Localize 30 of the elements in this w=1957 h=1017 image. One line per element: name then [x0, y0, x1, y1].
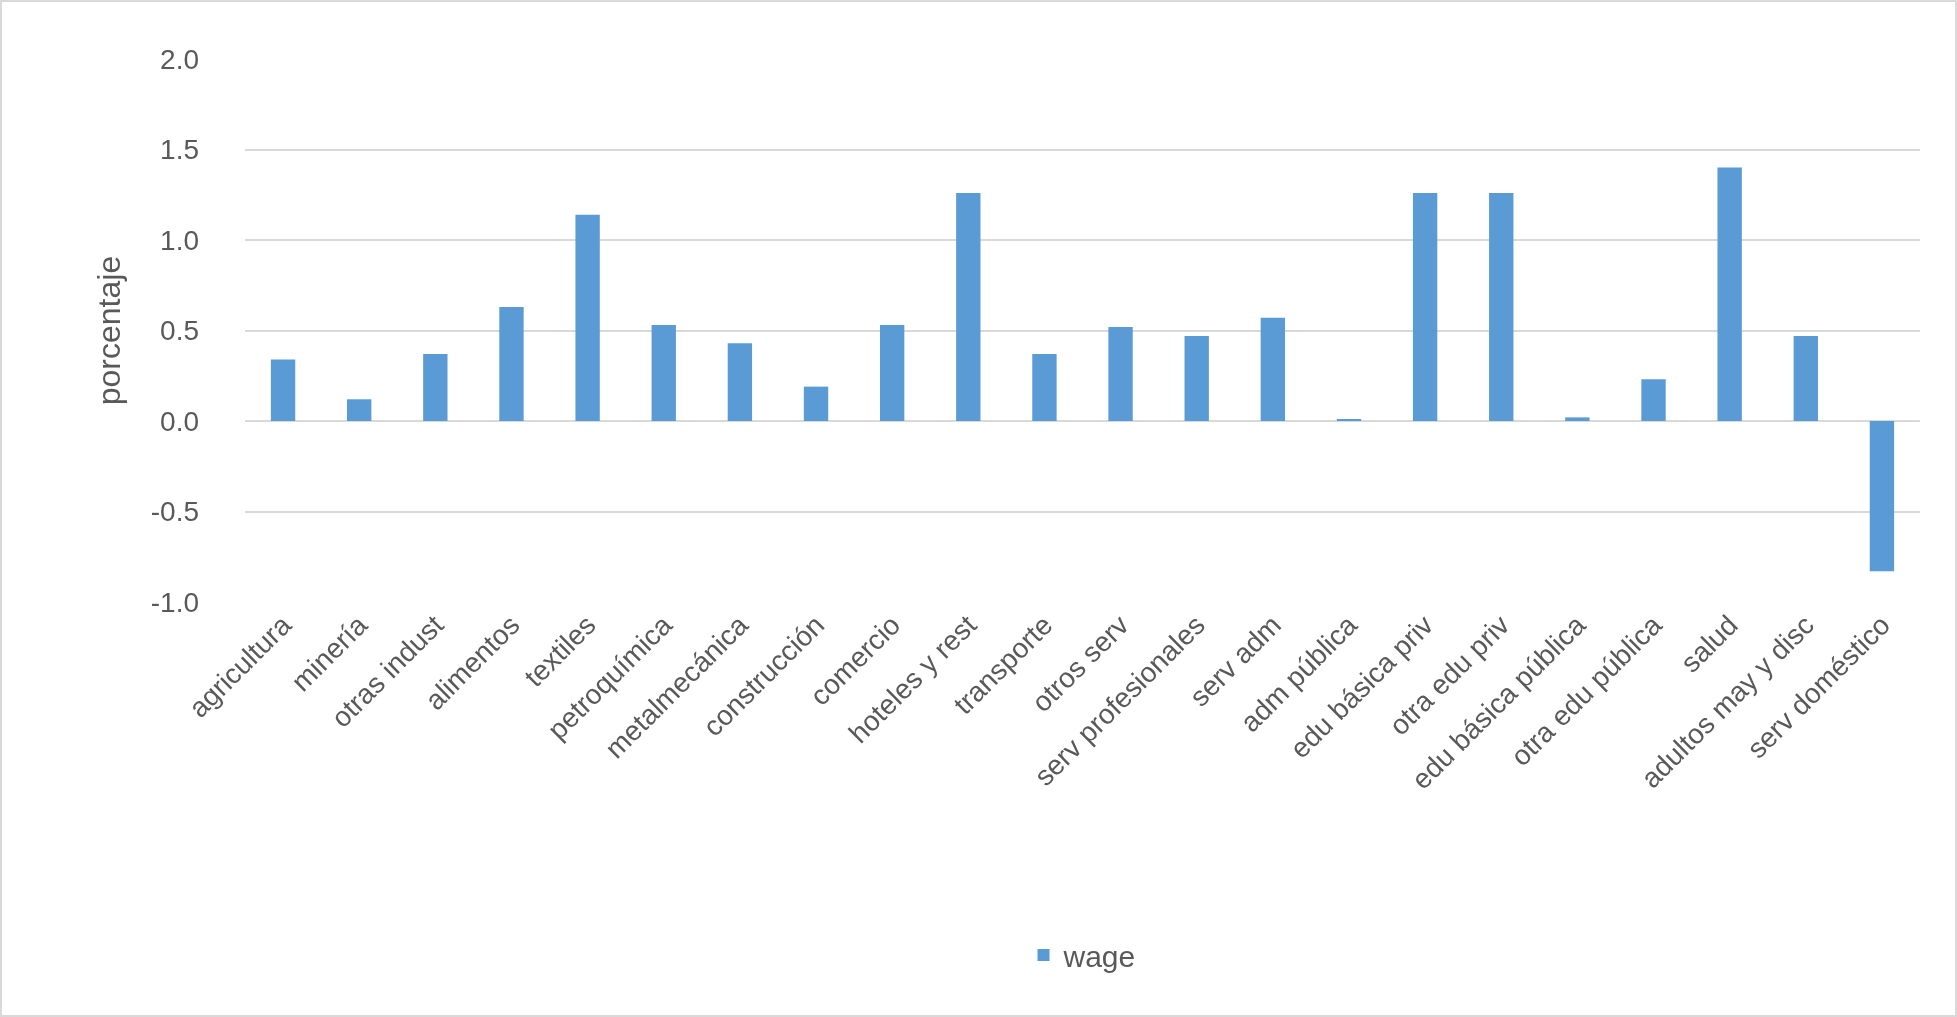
bar	[956, 192, 981, 421]
bar	[1032, 354, 1057, 421]
y-tick-label: 0.5	[160, 315, 199, 347]
bar	[1641, 379, 1666, 421]
bar	[1412, 192, 1438, 421]
y-tick-label: 1.5	[160, 134, 199, 166]
bar	[803, 386, 829, 421]
y-tick-label: 1.0	[160, 224, 199, 256]
bar	[1489, 192, 1514, 421]
bar	[1793, 335, 1818, 421]
bar	[1260, 317, 1286, 421]
bar	[879, 325, 905, 421]
y-axis-title: porcentaje	[91, 255, 128, 406]
bar	[575, 214, 600, 421]
bar	[1717, 167, 1742, 421]
bar	[347, 399, 372, 421]
bar	[727, 343, 753, 421]
bar	[651, 325, 676, 421]
y-tick-label: -1.0	[150, 586, 199, 618]
bar	[1565, 417, 1590, 421]
bar	[270, 359, 296, 421]
bar	[1184, 335, 1209, 421]
legend-label: wage	[1062, 939, 1136, 973]
bar	[499, 306, 524, 421]
y-tick-label: 2.0	[160, 43, 199, 75]
bar	[1869, 421, 1895, 572]
bar	[1108, 326, 1133, 421]
bar	[423, 354, 448, 421]
y-tick-label: -0.5	[150, 496, 199, 528]
y-tick-label: 0.0	[160, 405, 199, 437]
